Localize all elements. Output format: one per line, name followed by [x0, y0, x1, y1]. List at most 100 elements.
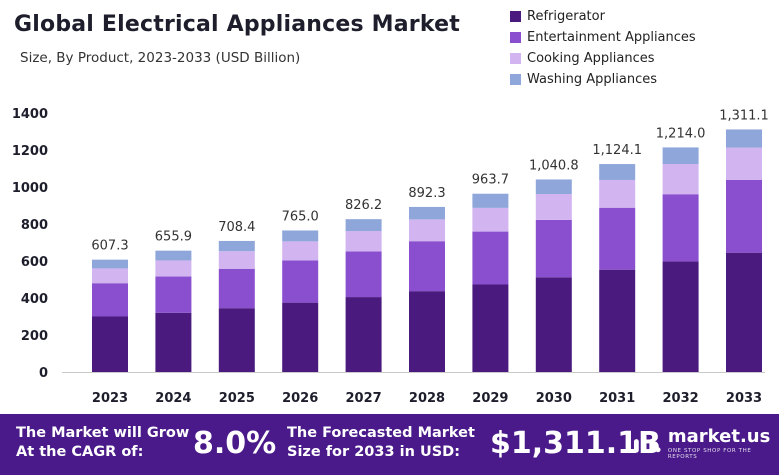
total-label-2027: 826.2	[345, 198, 382, 213]
bar-2026-entertainment-appliances	[282, 260, 319, 303]
bar-chart: 0 200 400 600 800 1000 1200 1400 607.3 2023 655.9 2…	[12, 107, 769, 406]
total-label-2029: 963.7	[472, 173, 509, 188]
forecast-value: $1,311.1B	[490, 426, 661, 461]
chart-subtitle: Size, By Product, 2023-2033 (USD Billion…	[20, 50, 301, 66]
y-tick-label-1000: 1000	[12, 181, 48, 196]
total-label-2030: 1,040.8	[529, 158, 579, 173]
x-tick-label-2030: 2030	[536, 391, 572, 406]
bar-2024-washing-appliances	[155, 250, 192, 261]
legend-label-refrigerator: Refrigerator	[527, 9, 605, 24]
legend-item-cooking: Cooking Appliances	[510, 48, 696, 69]
bar-2031-washing-appliances	[599, 164, 636, 180]
bar-2026-washing-appliances	[282, 230, 319, 242]
bar-2026-cooking-appliances	[282, 241, 319, 261]
bar-2027-washing-appliances	[345, 219, 382, 232]
total-label-2023: 607.3	[91, 239, 128, 254]
bar-2029-cooking-appliances	[472, 207, 509, 232]
bar-2032-cooking-appliances	[662, 164, 699, 195]
bar-2031-refrigerator	[599, 269, 636, 372]
bar-2032-entertainment-appliances	[662, 194, 699, 262]
total-label-2031: 1,124.1	[592, 143, 642, 158]
bar-2023-entertainment-appliances	[92, 283, 128, 317]
bar-2027-entertainment-appliances	[345, 251, 382, 298]
forecast-label: The Forecasted Market Size for 2033 in U…	[287, 425, 475, 460]
footer-banner: The Market will Grow At the CAGR of: 8.0…	[0, 414, 779, 475]
bar-2025-refrigerator	[218, 308, 255, 372]
bar-2030-refrigerator	[535, 277, 572, 372]
bar-2029-washing-appliances	[472, 193, 509, 208]
bar-2025-cooking-appliances	[218, 251, 255, 269]
x-tick-label-2024: 2024	[155, 391, 191, 406]
total-label-2028: 892.3	[408, 186, 445, 201]
y-tick-label-0: 0	[39, 366, 48, 381]
bar-2033-refrigerator	[726, 252, 762, 372]
legend-label-washing: Washing Appliances	[527, 72, 657, 87]
bar-2028-cooking-appliances	[409, 219, 445, 242]
legend-label-cooking: Cooking Appliances	[527, 51, 655, 66]
bar-2024-cooking-appliances	[155, 260, 192, 277]
y-tick-label-200: 200	[21, 329, 48, 344]
bar-2028-entertainment-appliances	[409, 241, 445, 292]
bar-2023-refrigerator	[92, 316, 128, 372]
cagr-label: The Market will Grow At the CAGR of:	[16, 425, 190, 460]
x-tick-label-2025: 2025	[219, 391, 255, 406]
bar-2031-cooking-appliances	[599, 179, 636, 208]
legend-swatch-refrigerator	[510, 11, 521, 22]
y-tick-label-400: 400	[21, 292, 48, 307]
bar-2024-refrigerator	[155, 312, 192, 372]
bar-2028-refrigerator	[409, 291, 445, 372]
bar-2032-refrigerator	[662, 261, 699, 372]
bar-2033-entertainment-appliances	[726, 179, 762, 253]
bar-2023-washing-appliances	[92, 259, 128, 269]
bar-2030-entertainment-appliances	[535, 219, 572, 278]
bar-2033-cooking-appliances	[726, 147, 762, 180]
y-tick-label-1400: 1400	[12, 107, 48, 122]
total-label-2026: 765.0	[282, 209, 319, 224]
x-tick-label-2033: 2033	[726, 391, 762, 406]
legend-item-entertainment: Entertainment Appliances	[510, 27, 696, 48]
bar-2032-washing-appliances	[662, 147, 699, 165]
bar-2031-entertainment-appliances	[599, 207, 636, 270]
bar-2030-cooking-appliances	[535, 194, 572, 220]
bar-2027-refrigerator	[345, 297, 382, 372]
legend-item-refrigerator: Refrigerator	[510, 6, 696, 27]
total-label-2025: 708.4	[218, 220, 255, 235]
x-tick-label-2029: 2029	[472, 391, 508, 406]
y-tick-label-1200: 1200	[12, 144, 48, 159]
legend-swatch-entertainment	[510, 32, 521, 43]
y-tick-label-600: 600	[21, 255, 48, 270]
chart-title: Global Electrical Appliances Market	[14, 12, 460, 37]
total-label-2033: 1,311.1	[719, 108, 769, 123]
x-tick-label-2026: 2026	[282, 391, 318, 406]
brand-tagline: ONE STOP SHOP FOR THE REPORTS	[667, 448, 752, 460]
bar-2027-cooking-appliances	[345, 231, 382, 252]
bar-2029-refrigerator	[472, 284, 509, 372]
market-us-logo-icon	[633, 434, 661, 453]
y-tick-label-800: 800	[21, 218, 48, 233]
total-label-2032: 1,214.0	[656, 126, 706, 141]
legend-swatch-washing	[510, 74, 521, 85]
bar-2029-entertainment-appliances	[472, 231, 509, 285]
x-tick-label-2032: 2032	[663, 391, 699, 406]
x-tick-label-2023: 2023	[92, 391, 128, 406]
brand-name: market.us	[667, 426, 771, 447]
legend-label-entertainment: Entertainment Appliances	[527, 30, 696, 45]
bar-2028-washing-appliances	[409, 206, 445, 220]
bar-2025-washing-appliances	[218, 240, 255, 252]
brand-text-group: market.us ONE STOP SHOP FOR THE REPORTS	[667, 426, 779, 461]
total-label-2024: 655.9	[155, 230, 192, 245]
legend: Refrigerator Entertainment Appliances Co…	[510, 6, 696, 90]
legend-swatch-cooking	[510, 53, 521, 64]
brand-logo: market.us ONE STOP SHOP FOR THE REPORTS	[633, 428, 779, 460]
x-tick-label-2028: 2028	[409, 391, 445, 406]
x-tick-label-2031: 2031	[599, 391, 635, 406]
bar-2025-entertainment-appliances	[218, 268, 255, 309]
bar-2023-cooking-appliances	[92, 268, 128, 284]
bar-2033-washing-appliances	[726, 129, 762, 148]
bar-2030-washing-appliances	[535, 179, 572, 195]
legend-item-washing: Washing Appliances	[510, 69, 696, 90]
x-tick-label-2027: 2027	[346, 391, 382, 406]
bar-2026-refrigerator	[282, 302, 319, 372]
bar-2024-entertainment-appliances	[155, 276, 192, 313]
